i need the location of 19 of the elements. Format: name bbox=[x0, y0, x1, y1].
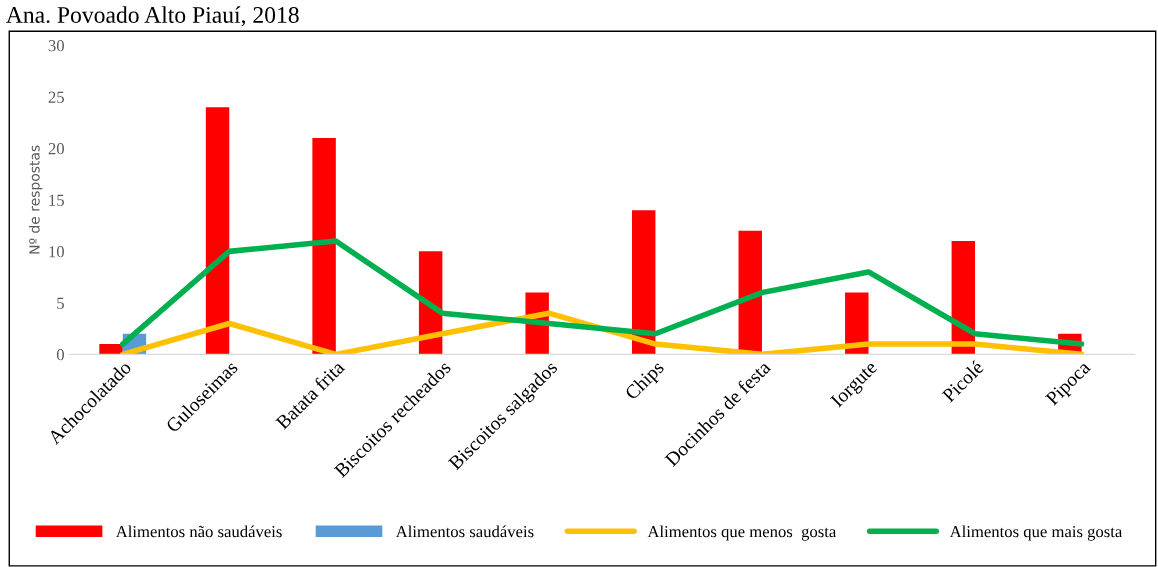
y-tick-label: 5 bbox=[57, 297, 64, 309]
y-tick-label: 10 bbox=[49, 246, 64, 258]
y-axis-title: Nº de respostas bbox=[28, 145, 43, 254]
bar bbox=[99, 344, 123, 355]
legend-label: Alimentos saudáveis bbox=[395, 525, 534, 538]
y-tick-label: 20 bbox=[48, 143, 64, 155]
bar bbox=[738, 230, 762, 355]
y-tick-label: 30 bbox=[48, 40, 64, 52]
bar bbox=[205, 107, 230, 355]
legend-label: Alimentos que menos gosta bbox=[647, 525, 837, 541]
legend-label: Alimentos que mais gosta bbox=[949, 525, 1123, 541]
y-tick-label: 15 bbox=[49, 194, 64, 206]
bar bbox=[845, 292, 869, 355]
y-tick-label: 0 bbox=[56, 349, 64, 361]
y-tick-label: 25 bbox=[48, 91, 64, 103]
bar bbox=[631, 210, 656, 355]
bar bbox=[312, 138, 336, 355]
chart-title: Ana. Povoado Alto Piauí, 2018 bbox=[6, 6, 299, 27]
legend-label: Alimentos não saudáveis bbox=[115, 525, 282, 538]
